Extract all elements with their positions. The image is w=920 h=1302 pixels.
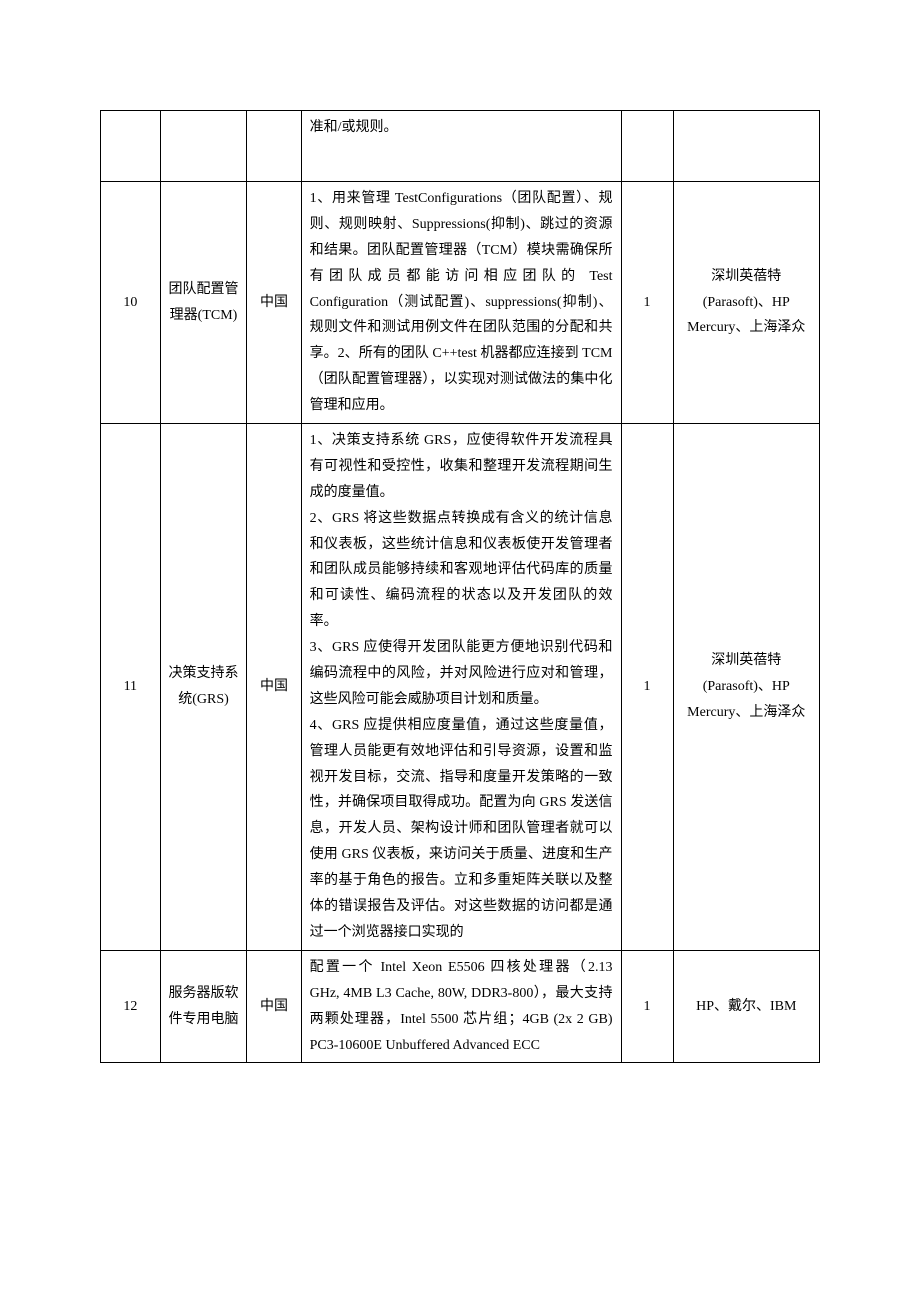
table-row: 10 团队配置管理器(TCM) 中国 1、用来管理 TestConfigurat…: [101, 182, 820, 424]
cell-supplier: HP、戴尔、IBM: [673, 950, 819, 1063]
cell-description: 1、用来管理 TestConfigurations（团队配置）、规则、规则映射、…: [301, 182, 621, 424]
cell-num: 12: [101, 950, 161, 1063]
cell-description: 1、决策支持系统 GRS，应使得软件开发流程具有可视性和受控性，收集和整理开发流…: [301, 424, 621, 951]
table-row: 准和/或规则。: [101, 111, 820, 182]
cell-quantity: 1: [621, 950, 673, 1063]
cell-quantity: 1: [621, 182, 673, 424]
cell-country: 中国: [247, 950, 301, 1063]
cell-country: 中国: [247, 424, 301, 951]
cell-name: 团队配置管理器(TCM): [160, 182, 247, 424]
specification-table: 准和/或规则。 10 团队配置管理器(TCM) 中国 1、用来管理 TestCo…: [100, 110, 820, 1063]
cell-country: 中国: [247, 182, 301, 424]
cell-description: 配置一个 Intel Xeon E5506 四核处理器（2.13 GHz, 4M…: [301, 950, 621, 1063]
cell-name: 决策支持系统(GRS): [160, 424, 247, 951]
cell-quantity: [621, 111, 673, 182]
cell-name: 服务器版软件专用电脑: [160, 950, 247, 1063]
cell-description: 准和/或规则。: [301, 111, 621, 182]
document-page: 准和/或规则。 10 团队配置管理器(TCM) 中国 1、用来管理 TestCo…: [0, 0, 920, 1302]
cell-supplier: 深圳英蓓特(Parasoft)、HP Mercury、上海泽众: [673, 182, 819, 424]
cell-supplier: 深圳英蓓特(Parasoft)、HP Mercury、上海泽众: [673, 424, 819, 951]
cell-num: 10: [101, 182, 161, 424]
table-row: 11 决策支持系统(GRS) 中国 1、决策支持系统 GRS，应使得软件开发流程…: [101, 424, 820, 951]
cell-num: [101, 111, 161, 182]
cell-supplier: [673, 111, 819, 182]
cell-quantity: 1: [621, 424, 673, 951]
table-row: 12 服务器版软件专用电脑 中国 配置一个 Intel Xeon E5506 四…: [101, 950, 820, 1063]
cell-country: [247, 111, 301, 182]
cell-name: [160, 111, 247, 182]
cell-num: 11: [101, 424, 161, 951]
